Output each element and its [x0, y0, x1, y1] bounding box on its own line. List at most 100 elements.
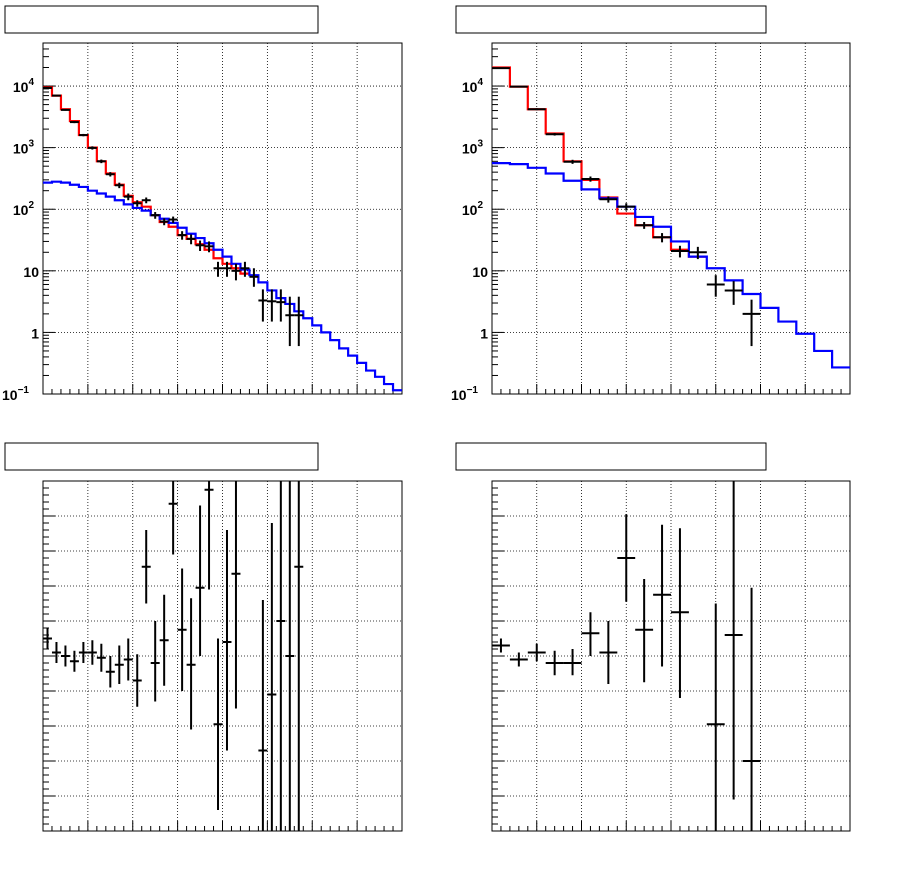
data-point [509, 85, 528, 88]
data-point [240, 261, 250, 277]
x-axis [491, 821, 851, 831]
data-point [123, 638, 133, 681]
plot-frame [491, 42, 851, 395]
data-point [69, 650, 79, 672]
data-point [545, 650, 564, 676]
data-point [635, 222, 654, 229]
data-point [132, 654, 142, 707]
data-point [599, 621, 618, 684]
data-point [231, 263, 241, 281]
data-point [509, 652, 528, 667]
data-point [96, 159, 106, 164]
data-point [599, 196, 618, 203]
series-line-blue [43, 180, 402, 392]
data-point [96, 643, 106, 672]
title-box [4, 442, 319, 471]
y-tick-label: 103 [13, 139, 35, 157]
data-point [563, 649, 582, 676]
data-point [51, 94, 61, 97]
data-layer [492, 66, 850, 369]
plot-frame [42, 42, 403, 395]
data-point [258, 600, 268, 831]
data-point [51, 642, 61, 663]
data-point [150, 212, 160, 219]
data-point [150, 621, 160, 702]
y-tick-label: 104 [13, 77, 35, 95]
data-point [724, 281, 743, 305]
data-point [742, 299, 761, 347]
data-point [285, 481, 295, 831]
data-point [222, 261, 232, 277]
data-point [671, 528, 689, 698]
y-tick-label: 1 [31, 325, 39, 341]
y-tick-label: 10−1 [451, 385, 478, 403]
data-point [527, 108, 546, 111]
title-box [455, 5, 767, 34]
y-tick-label: 104 [462, 77, 484, 95]
data-point [204, 241, 214, 253]
x-axis [42, 821, 403, 831]
data-point [69, 121, 79, 124]
data-point [706, 603, 725, 831]
data-point [222, 530, 232, 751]
data-point [249, 268, 259, 287]
data-point [563, 159, 582, 164]
data-point [276, 289, 286, 322]
data-point [60, 108, 70, 111]
x-axis [42, 384, 403, 394]
y-axis: 10−1 1 10 102 103 104 [451, 42, 504, 403]
chart-panel-4 [455, 442, 851, 832]
data-point [492, 67, 510, 70]
y-axis [492, 480, 504, 832]
y-tick-label: 1 [480, 325, 488, 341]
chart-panel-3 [4, 442, 403, 832]
data-point [724, 481, 743, 800]
y-tick-label: 102 [13, 200, 35, 218]
data-point [105, 656, 115, 688]
data-point [276, 481, 286, 831]
y-tick-label: 10−1 [2, 385, 29, 403]
data-point [294, 296, 304, 347]
data-point [195, 240, 205, 251]
data-point [159, 594, 169, 686]
y-tick-label: 10 [472, 264, 488, 280]
data-point [168, 481, 178, 555]
chart-panel-2: 10−1 1 10 102 103 104 [451, 5, 851, 403]
y-axis: 10−1 1 10 102 103 104 [2, 42, 55, 403]
data-point [141, 197, 151, 204]
data-point [213, 261, 223, 277]
data-point [43, 86, 52, 89]
series-line-blue [492, 162, 850, 369]
data-point [617, 514, 636, 602]
data-point [267, 289, 277, 322]
data-point [123, 193, 133, 201]
data-point [258, 289, 268, 322]
data-point [60, 645, 70, 667]
data-point [267, 523, 277, 831]
data-point [43, 628, 52, 649]
data-point [581, 612, 600, 656]
data-point [78, 642, 88, 663]
data-point [492, 638, 510, 653]
data-point [688, 246, 707, 260]
data-point [285, 296, 295, 347]
data-point [706, 275, 725, 297]
grid [43, 481, 402, 831]
data-point [87, 640, 97, 665]
data-point [527, 643, 546, 662]
data-point [581, 176, 600, 182]
data-point [653, 524, 671, 667]
data-point [213, 638, 223, 810]
data-point [231, 481, 241, 709]
title-box [455, 442, 767, 471]
data-point [204, 481, 214, 590]
data-layer [43, 86, 402, 392]
data-point [186, 598, 196, 730]
data-point [635, 579, 654, 683]
y-tick-label: 102 [462, 200, 484, 218]
data-point [132, 200, 142, 207]
data-layer [43, 481, 304, 831]
chart-panel-1: 10−1 1 10 102 103 104 [2, 5, 403, 403]
data-point [671, 245, 689, 258]
